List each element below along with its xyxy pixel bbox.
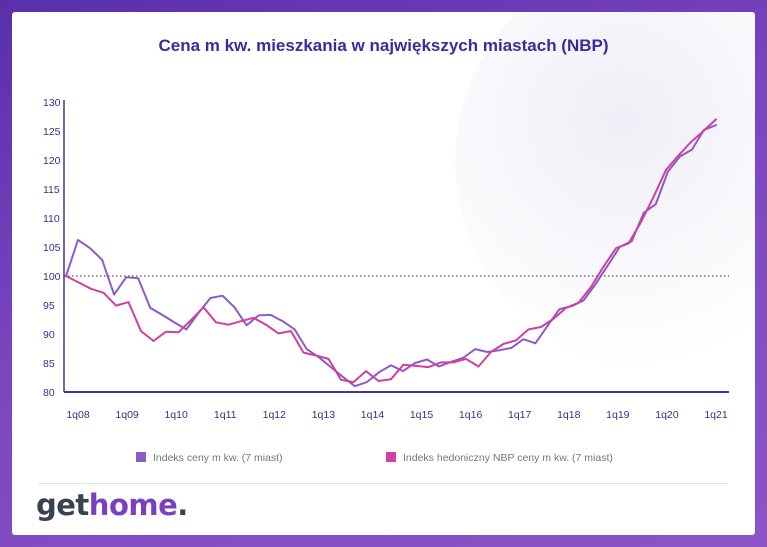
y-tick-label: 125 bbox=[43, 126, 61, 138]
chart-card: Cena m kw. mieszkania w największych mia… bbox=[12, 12, 755, 535]
x-tick-label: 1q19 bbox=[606, 409, 630, 421]
x-tick-label: 1q20 bbox=[655, 409, 679, 421]
x-tick-label: 1q09 bbox=[115, 409, 139, 421]
x-tick-label: 1q14 bbox=[361, 409, 385, 421]
x-axis-ticks: 1q08 1q09 1q10 1q11 1q12 1q13 1q14 1q15 1q16 1q17… bbox=[66, 409, 728, 421]
legend-swatch bbox=[386, 452, 396, 462]
gethome-logo: gethome. bbox=[36, 488, 188, 522]
y-tick-label: 110 bbox=[43, 213, 60, 225]
legend-label: Indeks hedoniczny NBP ceny m kw. (7 mias… bbox=[403, 452, 613, 464]
series-line-1 bbox=[65, 124, 717, 388]
x-tick-label: 1q08 bbox=[66, 409, 90, 421]
y-tick-label: 115 bbox=[43, 184, 60, 196]
footer-divider bbox=[38, 483, 728, 484]
y-tick-label: 85 bbox=[43, 358, 55, 370]
x-tick-label: 1q18 bbox=[557, 409, 581, 421]
x-tick-label: 1q12 bbox=[263, 409, 287, 421]
legend: Indeks ceny m kw. (7 miast) Indeks hedoni… bbox=[136, 452, 613, 464]
series-lines bbox=[65, 118, 717, 388]
logo-home: home bbox=[88, 488, 178, 522]
y-tick-label: 90 bbox=[43, 329, 55, 341]
chart-title: Cena m kw. mieszkania w największych mia… bbox=[158, 36, 609, 55]
x-tick-label: 1q15 bbox=[410, 409, 434, 421]
logo-get: get bbox=[36, 488, 89, 522]
x-tick-label: 1q10 bbox=[164, 409, 188, 421]
x-tick-label: 1q11 bbox=[214, 409, 237, 421]
x-tick-label: 1q16 bbox=[459, 409, 483, 421]
y-tick-label: 105 bbox=[43, 242, 61, 254]
legend-label: Indeks ceny m kw. (7 miast) bbox=[153, 452, 283, 464]
y-tick-label: 100 bbox=[43, 271, 61, 283]
y-tick-label: 130 bbox=[43, 97, 61, 109]
x-tick-label: 1q21 bbox=[704, 409, 728, 421]
x-tick-label: 1q17 bbox=[508, 409, 532, 421]
y-tick-label: 120 bbox=[43, 155, 61, 167]
x-tick-label: 1q13 bbox=[312, 409, 336, 421]
logo-dot: . bbox=[177, 488, 188, 522]
y-tick-label: 80 bbox=[43, 387, 55, 399]
y-axis-ticks: 80 85 90 95 100 105 110 115 120 125 130 bbox=[43, 97, 61, 399]
series-line-2 bbox=[65, 118, 717, 384]
y-tick-label: 95 bbox=[43, 300, 55, 312]
legend-swatch bbox=[136, 452, 146, 462]
